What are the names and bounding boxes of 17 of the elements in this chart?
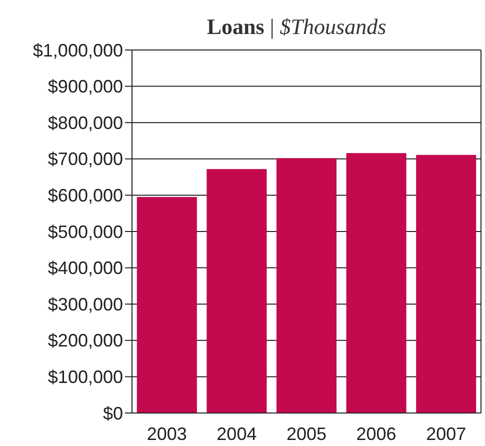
x-tick-label: 2004 bbox=[216, 424, 257, 444]
x-tick-label: 2007 bbox=[426, 424, 466, 444]
chart-title: Loans | $Thousands bbox=[206, 14, 386, 39]
y-tick-label: $400,000 bbox=[48, 258, 123, 278]
y-tick-label: $1,000,000 bbox=[32, 40, 123, 60]
y-tick-label: $0 bbox=[102, 403, 123, 424]
y-tick-label: $200,000 bbox=[48, 330, 123, 351]
y-tick-label: $900,000 bbox=[48, 76, 123, 97]
x-tick-label: 2005 bbox=[286, 424, 327, 444]
y-tick-label: $700,000 bbox=[48, 149, 123, 170]
x-tick-label: 2003 bbox=[146, 424, 187, 444]
y-tick-label: $600,000 bbox=[48, 186, 123, 206]
y-tick-label: $800,000 bbox=[48, 112, 123, 133]
y-tick-label: $500,000 bbox=[48, 222, 123, 242]
y-tick-label: $300,000 bbox=[48, 294, 123, 314]
x-tick-label: 2006 bbox=[356, 424, 396, 444]
y-tick-label: $100,000 bbox=[48, 367, 123, 387]
